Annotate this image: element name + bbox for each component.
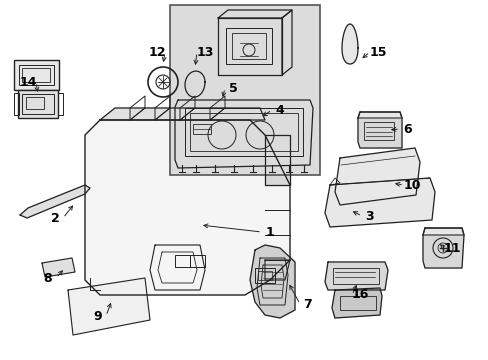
Bar	[193, 124, 210, 134]
Bar	[58, 93, 63, 115]
Bar	[190, 113, 297, 151]
Polygon shape	[20, 185, 90, 218]
Polygon shape	[334, 148, 419, 205]
Text: 4: 4	[275, 104, 284, 117]
Bar	[190, 255, 204, 267]
Polygon shape	[264, 135, 289, 185]
Bar	[258, 271, 271, 280]
Polygon shape	[218, 18, 282, 75]
Polygon shape	[249, 245, 294, 318]
Text: 16: 16	[350, 288, 368, 302]
Bar	[332, 268, 378, 284]
Polygon shape	[85, 120, 289, 295]
Bar	[14, 60, 59, 90]
Bar	[22, 94, 54, 114]
Polygon shape	[422, 228, 463, 235]
Text: 14: 14	[19, 76, 37, 89]
Bar	[19, 65, 54, 85]
Bar	[225, 28, 271, 64]
Polygon shape	[357, 112, 401, 118]
Text: 3: 3	[365, 210, 373, 222]
Polygon shape	[218, 10, 291, 18]
Polygon shape	[282, 10, 291, 75]
Text: 8: 8	[43, 271, 52, 284]
Text: 7: 7	[303, 297, 312, 310]
Polygon shape	[175, 100, 312, 168]
Text: 2: 2	[51, 212, 59, 225]
Bar	[18, 90, 58, 118]
Text: 15: 15	[368, 45, 386, 59]
Text: 12: 12	[148, 45, 165, 59]
Text: 5: 5	[228, 81, 237, 95]
Bar	[339, 296, 375, 310]
Text: 9: 9	[94, 310, 102, 323]
Polygon shape	[357, 112, 401, 148]
Polygon shape	[325, 178, 434, 227]
Bar	[170, 5, 319, 175]
Bar	[175, 255, 190, 267]
Text: 10: 10	[403, 179, 420, 192]
Polygon shape	[68, 278, 150, 335]
Polygon shape	[331, 288, 381, 318]
Bar	[14, 93, 19, 115]
Text: 1: 1	[265, 225, 274, 239]
Polygon shape	[341, 24, 357, 64]
Polygon shape	[325, 262, 387, 290]
Bar	[22, 68, 50, 82]
Bar	[363, 122, 393, 140]
Bar	[26, 97, 44, 109]
Text: 6: 6	[403, 122, 411, 135]
Bar	[254, 268, 274, 283]
Polygon shape	[42, 258, 75, 277]
Bar	[184, 108, 303, 156]
Bar	[231, 33, 265, 59]
Polygon shape	[100, 108, 264, 120]
Polygon shape	[422, 228, 463, 268]
Text: 13: 13	[196, 45, 213, 59]
Text: 11: 11	[442, 242, 460, 255]
